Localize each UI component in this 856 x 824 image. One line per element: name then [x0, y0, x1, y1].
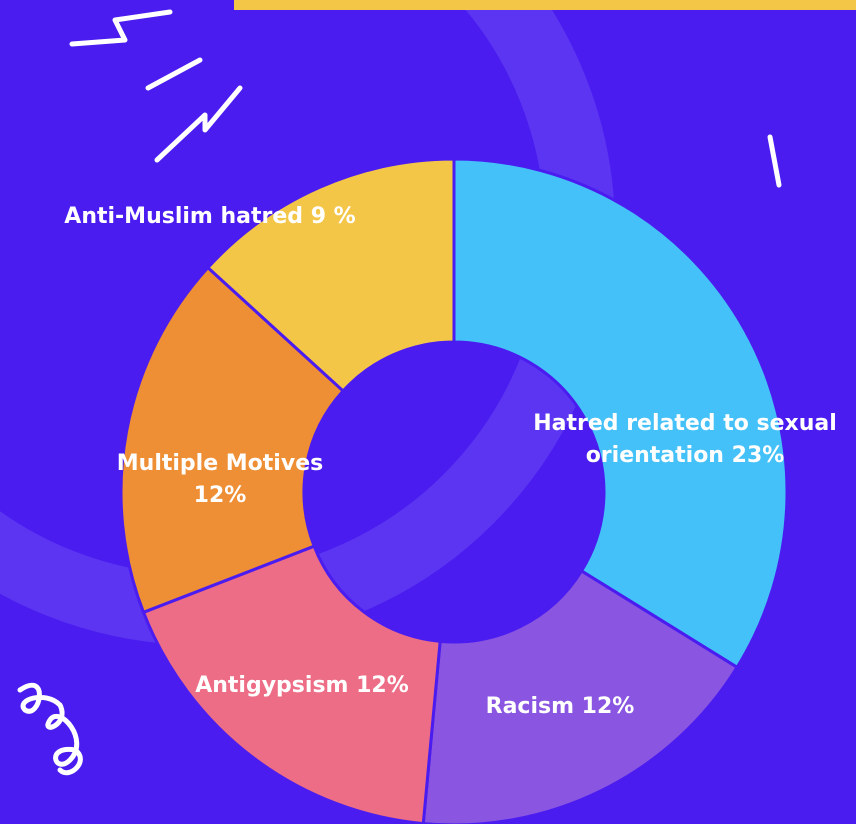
slice-label: Racism 12% — [486, 694, 635, 719]
slice-label: Multiple Motives — [117, 451, 323, 476]
slice-label: Antigypsism 12% — [195, 673, 409, 698]
slice-label: 12% — [194, 483, 247, 508]
top-bar — [234, 0, 856, 10]
slice-label: Hatred related to sexual — [533, 411, 837, 436]
chart: Hatred related to sexual orientation 23% R… — [0, 0, 856, 824]
slice-label: Anti-Muslim hatred 9 % — [64, 204, 355, 229]
slice-label: orientation 23% — [586, 443, 785, 468]
